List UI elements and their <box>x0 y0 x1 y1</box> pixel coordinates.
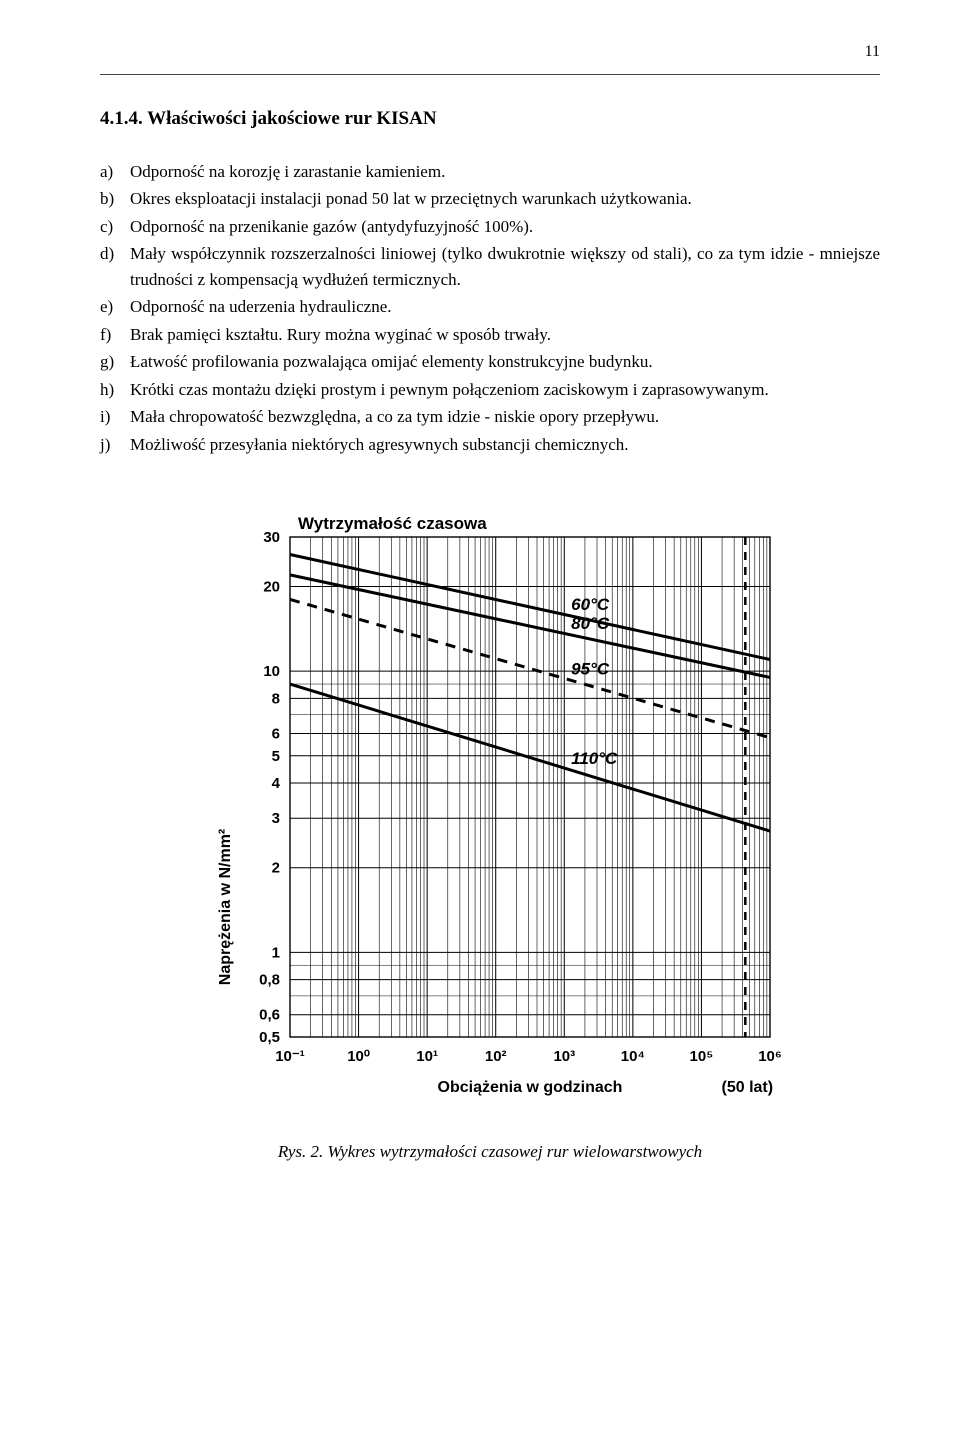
list-item-text: Brak pamięci kształtu. Rury można wygina… <box>130 322 880 348</box>
svg-text:0,5: 0,5 <box>259 1029 280 1046</box>
list-item-text: Odporność na korozję i zarastanie kamien… <box>130 159 880 185</box>
svg-text:Obciążenia w godzinach: Obciążenia w godzinach <box>438 1079 623 1096</box>
list-item: b)Okres eksploatacji instalacji ponad 50… <box>100 186 880 212</box>
list-item-letter: b) <box>100 186 130 212</box>
svg-text:20: 20 <box>263 579 280 596</box>
svg-text:4: 4 <box>272 775 281 792</box>
list-item-letter: c) <box>100 214 130 240</box>
svg-text:60°C: 60°C <box>571 595 610 614</box>
svg-text:110°C: 110°C <box>571 749 618 768</box>
figure-caption: Rys. 2. Wykres wytrzymałości czasowej ru… <box>100 1139 880 1165</box>
list-item-text: Okres eksploatacji instalacji ponad 50 l… <box>130 186 880 212</box>
section-heading: 4.1.4. Właściwości jakościowe rur KISAN <box>100 105 880 134</box>
list-item: i)Mała chropowatość bezwzględna, a co za… <box>100 404 880 430</box>
properties-list: a)Odporność na korozję i zarastanie kami… <box>100 159 880 458</box>
svg-text:10: 10 <box>263 663 280 680</box>
svg-text:10⁰: 10⁰ <box>347 1048 370 1065</box>
svg-text:2: 2 <box>272 860 280 877</box>
svg-text:3: 3 <box>272 810 280 827</box>
svg-text:1: 1 <box>272 944 280 961</box>
list-item-text: Mały współczynnik rozszerzalności liniow… <box>130 241 880 292</box>
list-item-text: Mała chropowatość bezwzględna, a co za t… <box>130 404 880 430</box>
list-item-text: Łatwość profilowania pozwalająca omijać … <box>130 349 880 375</box>
page-number: 11 <box>100 40 880 64</box>
svg-text:8: 8 <box>272 690 280 707</box>
svg-text:(50 lat): (50 lat) <box>722 1079 774 1096</box>
svg-text:10⁶: 10⁶ <box>758 1048 782 1065</box>
list-item-text: Odporność na uderzenia hydrauliczne. <box>130 294 880 320</box>
list-item-text: Możliwość przesyłania niektórych agresyw… <box>130 432 880 458</box>
svg-text:0,6: 0,6 <box>259 1007 280 1024</box>
list-item-letter: i) <box>100 404 130 430</box>
list-item-text: Krótki czas montażu dzięki prostym i pew… <box>130 377 880 403</box>
list-item-text: Odporność na przenikanie gazów (antydyfu… <box>130 214 880 240</box>
list-item: e)Odporność na uderzenia hydrauliczne. <box>100 294 880 320</box>
list-item: h)Krótki czas montażu dzięki prostym i p… <box>100 377 880 403</box>
list-item: a)Odporność na korozję i zarastanie kami… <box>100 159 880 185</box>
list-item-letter: j) <box>100 432 130 458</box>
svg-text:10⁴: 10⁴ <box>621 1048 645 1065</box>
svg-text:0,8: 0,8 <box>259 972 280 989</box>
svg-text:10³: 10³ <box>553 1048 575 1065</box>
list-item-letter: g) <box>100 349 130 375</box>
svg-text:6: 6 <box>272 726 280 743</box>
durability-chart: 60°C80°C 95°C 110°C 0,5 0,6 0,8 1 2 3 4 5 6 8 10 20 30 1… <box>170 507 810 1127</box>
svg-text:10²: 10² <box>485 1048 507 1065</box>
svg-text:5: 5 <box>272 748 280 765</box>
svg-text:80°C: 80°C <box>571 614 610 633</box>
list-item: d)Mały współczynnik rozszerzalności lini… <box>100 241 880 292</box>
svg-text:30: 30 <box>263 529 280 546</box>
svg-text:10⁻¹: 10⁻¹ <box>275 1048 305 1065</box>
svg-text:10¹: 10¹ <box>416 1048 438 1065</box>
chart-container: 60°C80°C 95°C 110°C 0,5 0,6 0,8 1 2 3 4 5 6 8 10 20 30 1… <box>100 507 880 1165</box>
list-item: j)Możliwość przesyłania niektórych agres… <box>100 432 880 458</box>
top-rule <box>100 74 880 75</box>
list-item-letter: e) <box>100 294 130 320</box>
svg-text:Wytrzymałość czasowa: Wytrzymałość czasowa <box>298 514 487 533</box>
svg-text:Naprężenia w N/mm²: Naprężenia w N/mm² <box>217 829 234 985</box>
list-item: f)Brak pamięci kształtu. Rury można wygi… <box>100 322 880 348</box>
svg-text:10⁵: 10⁵ <box>690 1048 714 1065</box>
list-item: c)Odporność na przenikanie gazów (antydy… <box>100 214 880 240</box>
list-item-letter: a) <box>100 159 130 185</box>
list-item-letter: d) <box>100 241 130 292</box>
list-item-letter: f) <box>100 322 130 348</box>
list-item-letter: h) <box>100 377 130 403</box>
svg-text:95°C: 95°C <box>571 659 610 678</box>
list-item: g)Łatwość profilowania pozwalająca omija… <box>100 349 880 375</box>
